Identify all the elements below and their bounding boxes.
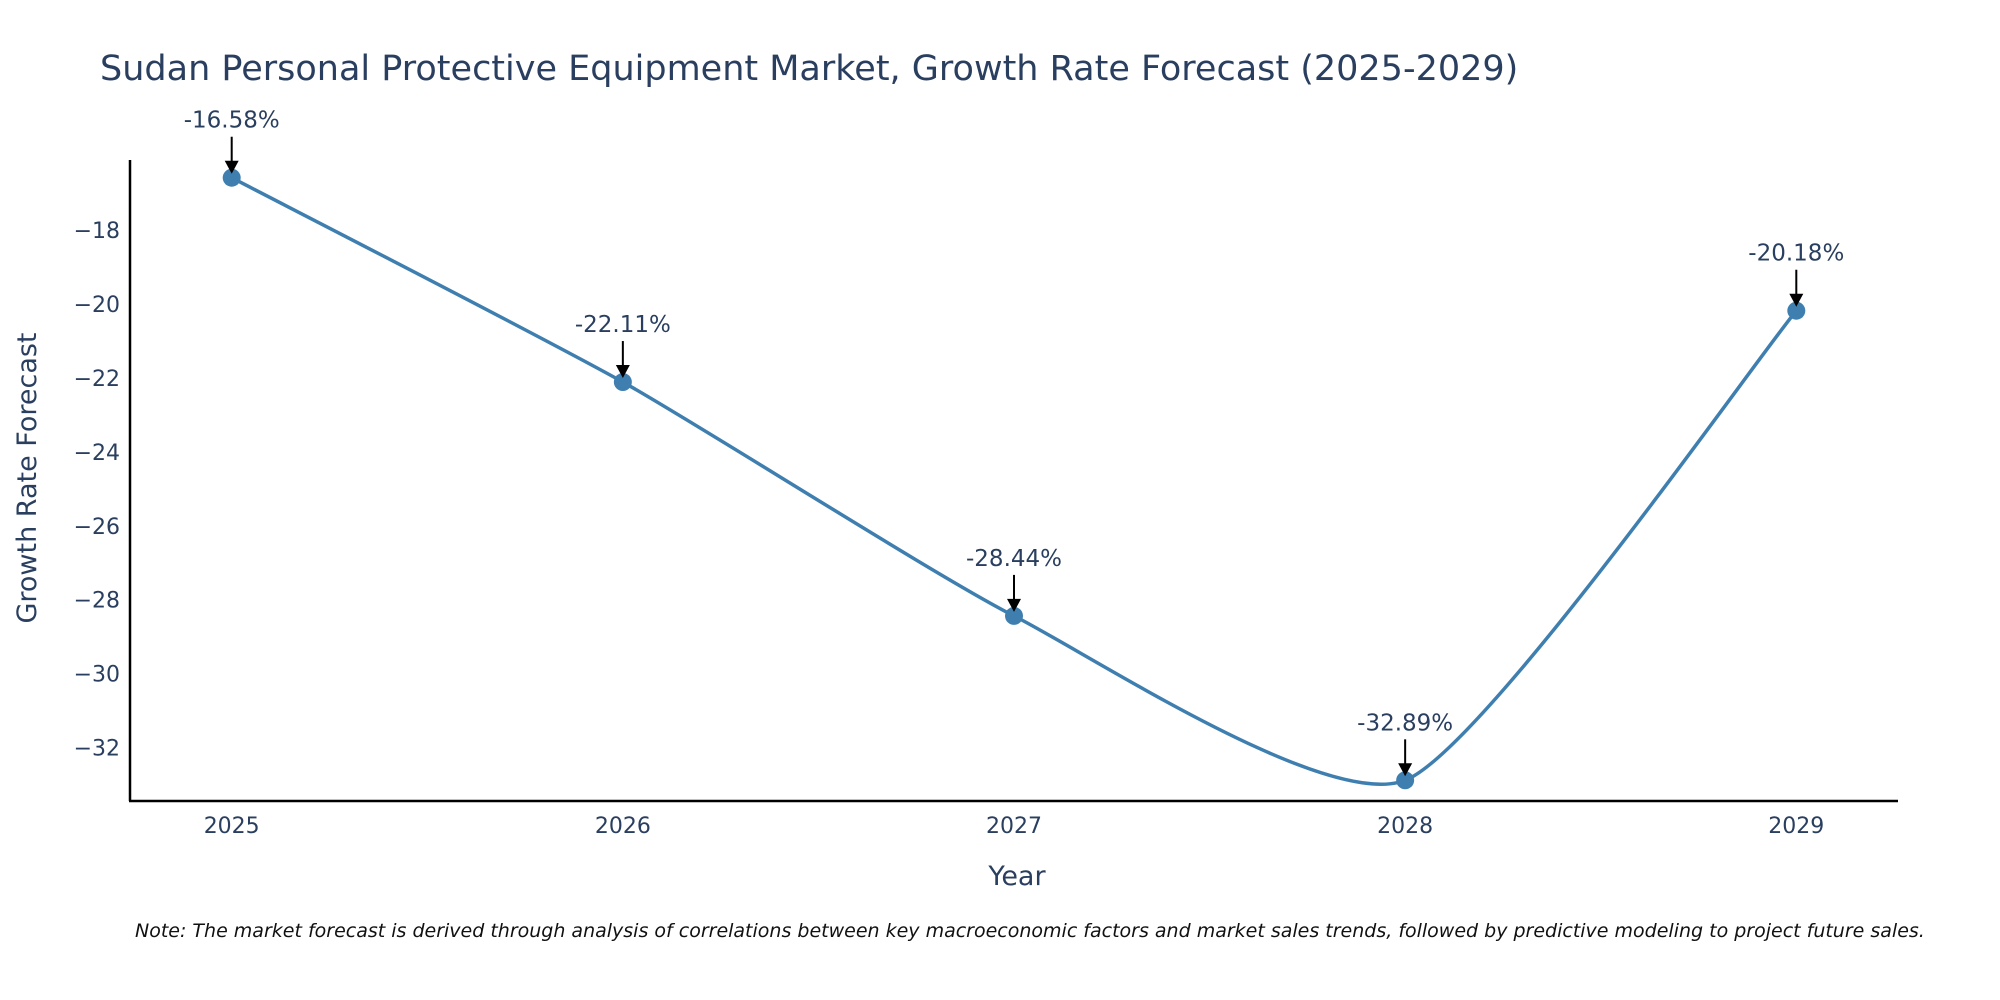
y-axis-title: Growth Rate Forecast (12, 332, 43, 623)
x-tick-label: 2029 (1768, 814, 1824, 839)
y-tick-label: −26 (74, 515, 120, 540)
data-label: -28.44% (966, 546, 1062, 572)
data-point (222, 168, 241, 187)
series-line (230, 176, 1798, 787)
x-tick-label: 2027 (986, 814, 1042, 839)
annotation-arrowhead (1007, 598, 1021, 612)
data-point (1005, 606, 1023, 625)
data-label: -22.11% (575, 312, 671, 338)
y-tick-label: −24 (74, 441, 120, 466)
annotation-arrowhead (224, 160, 239, 174)
x-axis-title: Year (987, 861, 1046, 892)
y-tick-label: −28 (74, 589, 120, 614)
data-point (1787, 301, 1806, 320)
y-tick-label: −30 (74, 663, 120, 688)
data-label: -16.58% (184, 108, 280, 134)
y-tick-label: −32 (74, 736, 120, 761)
chart-title: Sudan Personal Protective Equipment Mark… (100, 49, 1518, 89)
data-point (1396, 771, 1415, 790)
x-tick-label: 2026 (595, 814, 651, 839)
annotation-arrowhead (1398, 763, 1413, 777)
annotation-arrowhead (1789, 293, 1804, 307)
data-point (613, 373, 632, 392)
data-label: -20.18% (1748, 241, 1844, 267)
data-label: -32.89% (1357, 710, 1453, 736)
annotation-arrowhead (615, 365, 630, 379)
y-tick-label: −22 (74, 367, 120, 392)
footnote: Note: The market forecast is derived thr… (135, 920, 1925, 942)
plot-area: −18 −20 −22 −24 −26 −28 −30 −32 2025 2026 2027 2028… (74, 108, 1898, 839)
y-tick-label: −18 (74, 219, 120, 244)
x-tick-label: 2028 (1377, 814, 1433, 839)
x-tick-label: 2025 (204, 814, 260, 839)
y-tick-label: −20 (74, 293, 120, 318)
